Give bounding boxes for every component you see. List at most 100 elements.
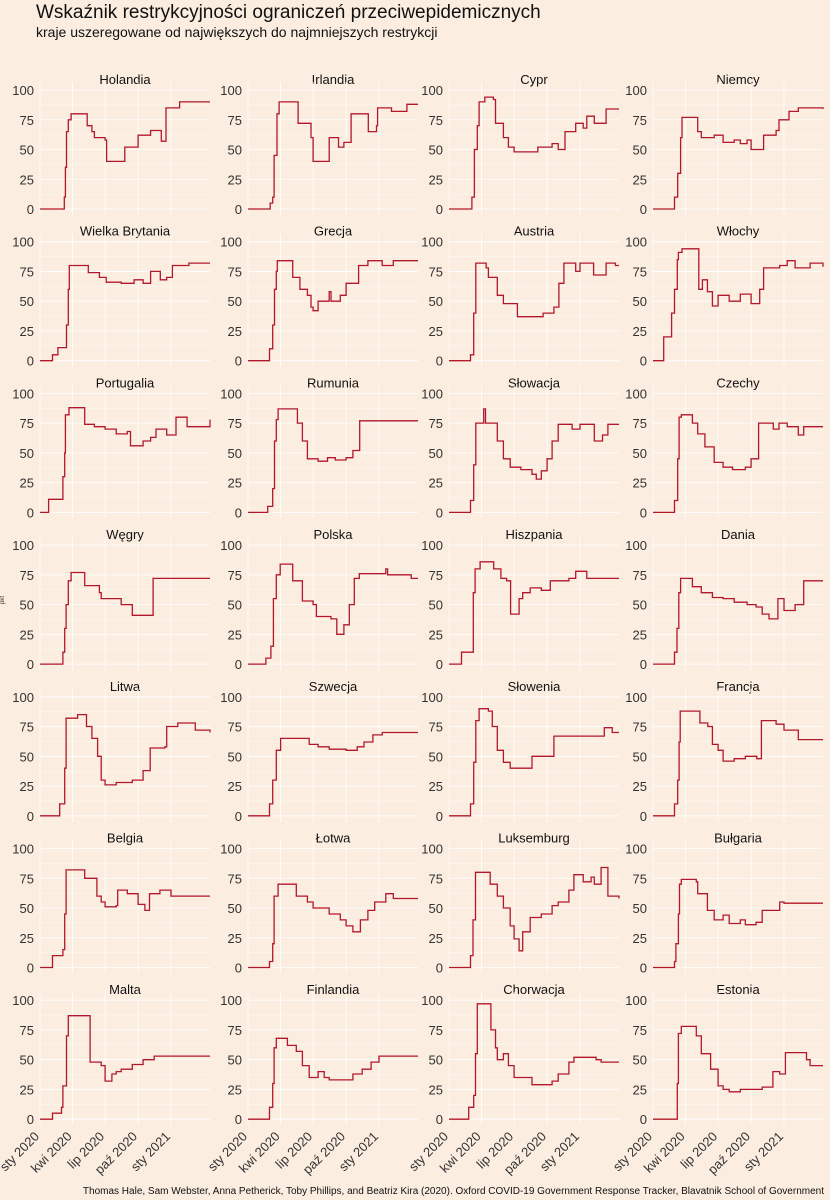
panel-title: Portugalia [96, 375, 155, 390]
y-tick-label: 75 [20, 568, 34, 583]
y-tick-label: 50 [633, 294, 647, 309]
panel-title: Węgry [106, 527, 144, 542]
series-line [653, 577, 823, 665]
y-tick-label: 25 [633, 324, 647, 339]
y-tick-label: 100 [220, 386, 242, 401]
y-tick-label: 0 [27, 809, 34, 824]
y-tick-label: 100 [421, 993, 443, 1008]
y-tick-label: 0 [436, 202, 443, 217]
y-tick-label: 50 [429, 1053, 443, 1068]
series-line [40, 1015, 210, 1120]
y-tick-label: 25 [633, 779, 647, 794]
y-tick-label: 0 [235, 657, 242, 672]
y-tick-label: 50 [228, 749, 242, 764]
y-tick-label: 25 [20, 627, 34, 642]
y-tick-label: 100 [421, 386, 443, 401]
y-tick-label: 50 [429, 294, 443, 309]
y-tick-label: 25 [20, 931, 34, 946]
y-tick-label: 25 [228, 172, 242, 187]
y-tick-label: 100 [625, 386, 647, 401]
y-tick-label: 75 [20, 416, 34, 431]
y-tick-label: 100 [421, 538, 443, 553]
y-tick-label: 25 [228, 931, 242, 946]
y-tick-label: 50 [20, 901, 34, 916]
y-tick-label: 100 [625, 842, 647, 857]
y-tick-label: 0 [436, 354, 443, 369]
panel-title: Chorwacja [503, 982, 565, 997]
y-tick-label: 50 [633, 446, 647, 461]
y-tick-label: 75 [633, 264, 647, 279]
series-line [40, 571, 210, 665]
y-tick-label: 75 [20, 1023, 34, 1038]
series-line [40, 262, 210, 362]
panel-title: Czechy [716, 375, 760, 390]
y-tick-label: 0 [436, 961, 443, 976]
y-tick-label: 0 [27, 505, 34, 520]
panel-title: Litwa [110, 679, 141, 694]
y-tick-label: 100 [625, 235, 647, 250]
y-tick-label: 25 [429, 627, 443, 642]
y-tick-label: 25 [429, 172, 443, 187]
y-tick-label: 75 [20, 720, 34, 735]
series-line [449, 708, 619, 817]
y-tick-label: 50 [20, 1053, 34, 1068]
y-tick-label: 25 [228, 1082, 242, 1097]
series-line [449, 1003, 619, 1120]
panel-title: Polska [313, 527, 353, 542]
panel-title: Rumunia [307, 375, 360, 390]
y-tick-label: 25 [429, 779, 443, 794]
y-tick-label: 100 [220, 235, 242, 250]
series-line [248, 101, 418, 210]
y-tick-label: 25 [429, 476, 443, 491]
y-tick-label: 25 [228, 476, 242, 491]
y-tick-label: 50 [633, 749, 647, 764]
y-tick-label: 100 [220, 993, 242, 1008]
panel-title: Irlandia [312, 72, 355, 87]
y-tick-label: 75 [20, 264, 34, 279]
source-caption: Thomas Hale, Sam Webster, Anna Petherick… [82, 1186, 824, 1197]
y-tick-label: 75 [20, 113, 34, 128]
y-tick-label: 50 [228, 901, 242, 916]
y-tick-label: 0 [436, 1112, 443, 1127]
y-tick-label: 0 [640, 961, 647, 976]
y-tick-label: 25 [20, 779, 34, 794]
y-tick-label: 100 [625, 83, 647, 98]
y-tick-label: 75 [429, 264, 443, 279]
y-tick-label: 100 [12, 538, 34, 553]
panel-title: Estonia [716, 982, 760, 997]
series-line [653, 248, 824, 362]
y-tick-label: 100 [625, 690, 647, 705]
y-tick-label: 25 [20, 172, 34, 187]
y-tick-label: 25 [633, 1082, 647, 1097]
series-line [449, 866, 620, 969]
y-tick-label: 100 [625, 993, 647, 1008]
y-tick-label: 0 [640, 809, 647, 824]
y-tick-label: 75 [228, 720, 242, 735]
panel-title: Niemcy [716, 72, 760, 87]
y-tick-label: 0 [235, 202, 242, 217]
y-tick-label: 100 [220, 842, 242, 857]
y-tick-label: 100 [220, 538, 242, 553]
y-tick-label: 0 [436, 809, 443, 824]
y-tick-label: 50 [633, 901, 647, 916]
y-tick-label: 50 [429, 598, 443, 613]
y-tick-label: 100 [421, 690, 443, 705]
y-tick-label: 0 [640, 1112, 647, 1127]
panel-title: Malta [109, 982, 142, 997]
series-line [248, 1037, 418, 1120]
y-tick-label: 25 [228, 779, 242, 794]
y-tick-label: 100 [421, 83, 443, 98]
panel-title: Francja [716, 679, 760, 694]
y-tick-label: 100 [12, 83, 34, 98]
series-line [40, 407, 211, 514]
panel-title: Grecja [314, 224, 353, 239]
y-tick-label: 0 [235, 961, 242, 976]
panel-title: Łotwa [316, 831, 351, 846]
panel-title: Belgia [107, 831, 144, 846]
chart-subtitle: kraje uszeregowane od największych do na… [36, 24, 438, 40]
series-line [40, 713, 211, 817]
series-line [248, 563, 418, 665]
y-tick-label: 75 [633, 720, 647, 735]
y-tick-label: 0 [640, 202, 647, 217]
